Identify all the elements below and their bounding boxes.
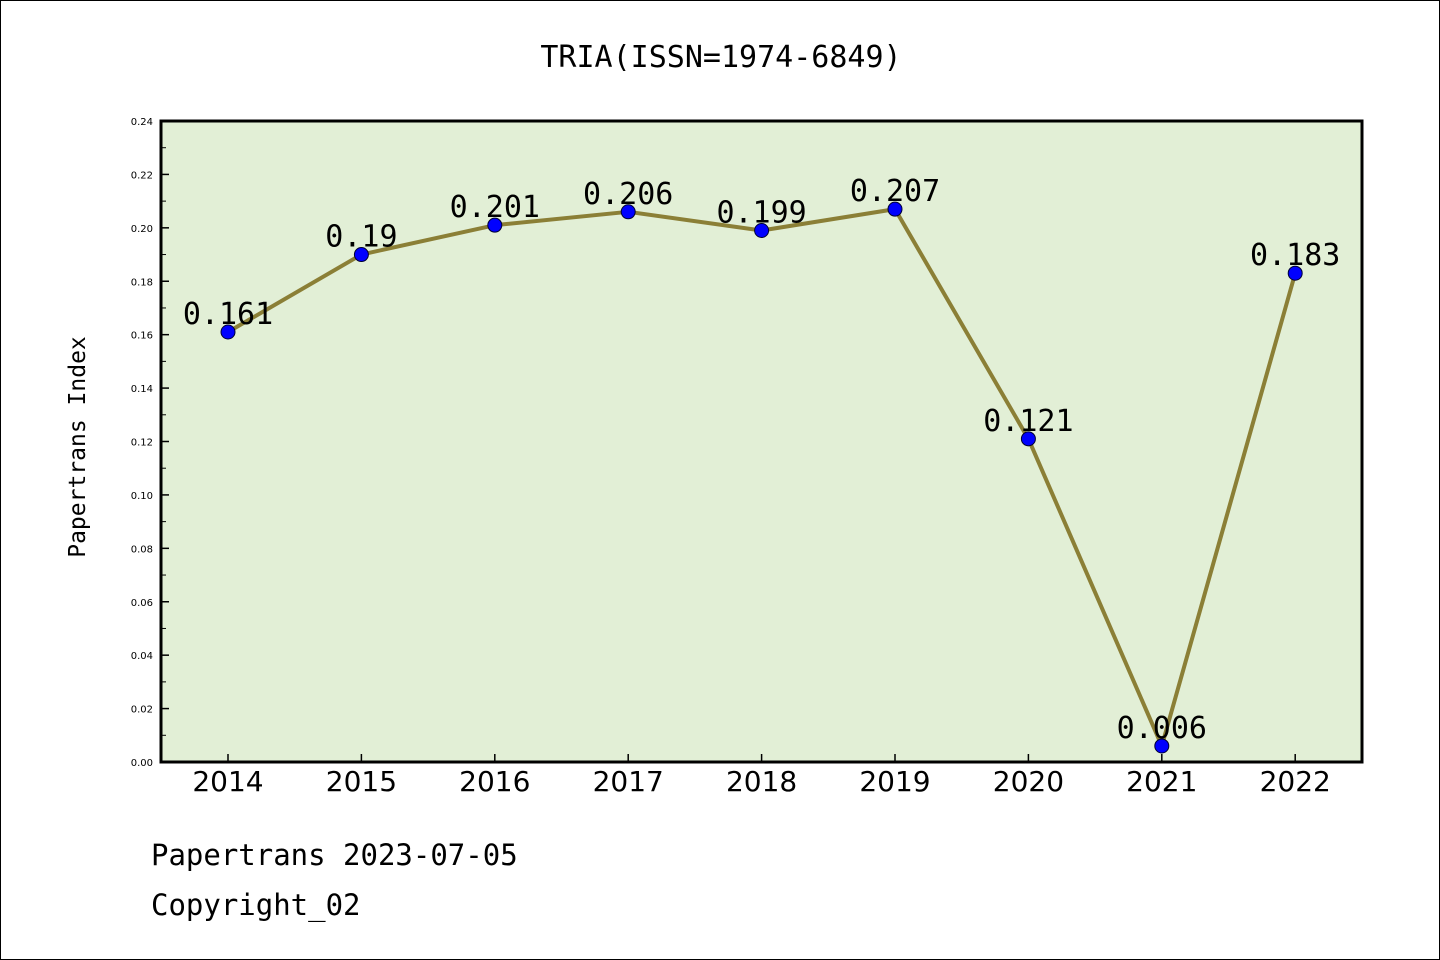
data-point-label: 0.206 — [583, 177, 673, 212]
y-tick-label: 0.16 — [131, 331, 153, 342]
data-point-marker — [1154, 738, 1170, 754]
y-tick-label: 0.12 — [131, 438, 153, 449]
data-point-marker — [754, 223, 770, 239]
data-point-marker — [1287, 265, 1303, 281]
x-tick-label: 2015 — [326, 765, 397, 798]
data-point-label: 0.183 — [1250, 238, 1340, 273]
data-point-label: 0.121 — [983, 404, 1073, 439]
x-tick-label: 2016 — [459, 765, 530, 798]
y-tick-label: 0.04 — [131, 651, 153, 662]
y-axis-label: Papertrans Index — [65, 336, 91, 558]
data-point-label: 0.207 — [850, 174, 940, 209]
y-tick-label: 0.20 — [131, 224, 153, 235]
data-point-marker — [487, 217, 503, 233]
data-point-label: 0.161 — [183, 297, 273, 332]
y-tick-label: 0.18 — [131, 277, 153, 288]
x-axis: 2014 2015 2016 2017 2018 2019 2020 2021 2022 — [192, 754, 1331, 798]
y-tick-label: 0.06 — [131, 598, 153, 609]
data-point-marker — [620, 204, 636, 220]
series-markers — [220, 201, 1303, 754]
footer-date-text: Papertrans 2023-07-05 — [151, 838, 518, 872]
x-tick-label: 2017 — [593, 765, 664, 798]
data-point-marker — [887, 201, 903, 217]
x-tick-label: 2019 — [859, 765, 930, 798]
y-tick-label: 0.02 — [131, 705, 153, 716]
x-tick-label: 2018 — [726, 765, 797, 798]
chart-title: TRIA(ISSN=1974-6849) — [540, 40, 901, 75]
data-point-marker — [1020, 431, 1036, 447]
data-point-marker — [220, 324, 236, 340]
y-tick-label: 0.00 — [131, 758, 153, 769]
data-point-label: 0.19 — [325, 220, 397, 255]
data-labels: 0.161 0.19 0.201 0.206 0.199 0.207 0.121 0.006 0… — [183, 174, 1341, 746]
y-tick-label: 0.08 — [131, 544, 153, 555]
data-point-label: 0.199 — [716, 196, 806, 231]
data-point-label: 0.006 — [1117, 711, 1207, 746]
footer-copyright-text: Copyright_02 — [151, 888, 361, 923]
x-tick-label: 2014 — [192, 765, 263, 798]
plot-frame — [159, 119, 1364, 764]
y-tick-label: 0.14 — [131, 384, 153, 395]
y-tick-label: 0.10 — [131, 491, 153, 502]
x-tick-label: 2022 — [1260, 765, 1331, 798]
data-point-label: 0.201 — [450, 190, 540, 225]
y-tick-label: 0.24 — [131, 117, 153, 128]
data-point-marker — [353, 247, 369, 263]
y-tick-label: 0.22 — [131, 170, 153, 181]
x-tick-label: 2021 — [1126, 765, 1197, 798]
x-tick-label: 2020 — [993, 765, 1064, 798]
